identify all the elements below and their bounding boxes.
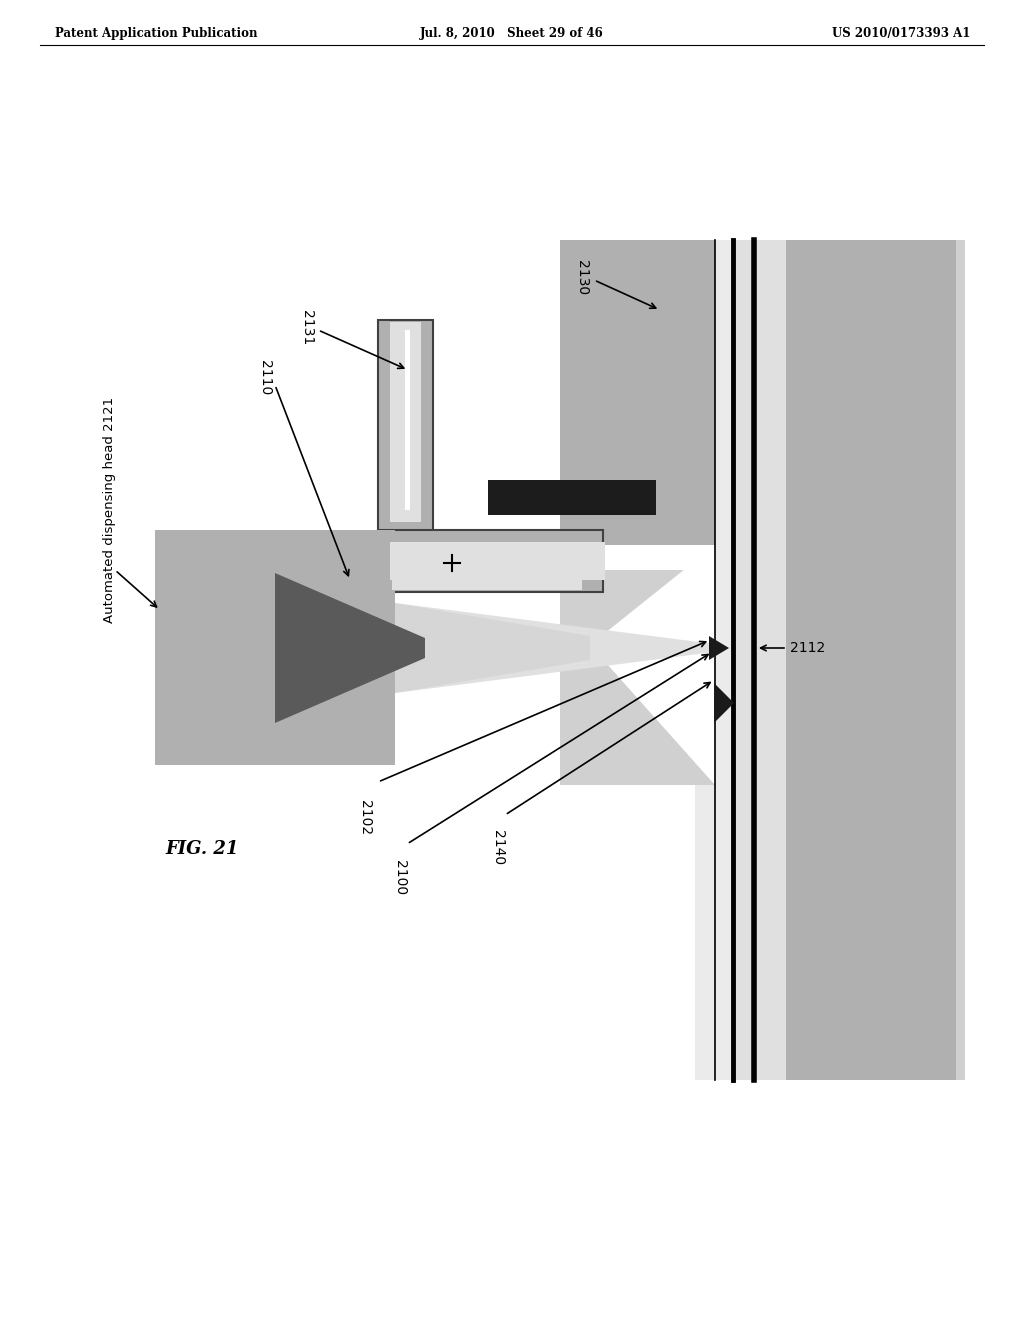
Bar (378, 319, 433, 535)
Bar (392, 333, 419, 521)
Text: 2140: 2140 (490, 830, 505, 865)
Bar (488, 480, 656, 515)
Text: Patent Application Publication: Patent Application Publication (55, 26, 257, 40)
Text: 2112: 2112 (790, 642, 825, 655)
Text: Jul. 8, 2010   Sheet 29 of 46: Jul. 8, 2010 Sheet 29 of 46 (420, 26, 604, 40)
Bar (390, 543, 605, 579)
Bar (155, 531, 395, 766)
Bar (560, 240, 695, 785)
Text: Automated dispensing head 2121: Automated dispensing head 2121 (103, 397, 117, 623)
Text: 2130: 2130 (575, 260, 589, 296)
Polygon shape (275, 573, 425, 723)
Bar (735, 240, 790, 1080)
Bar (560, 545, 715, 570)
Bar (406, 330, 410, 510)
Text: 2131: 2131 (300, 310, 314, 346)
Text: US 2010/0173393 A1: US 2010/0173393 A1 (831, 26, 970, 40)
Text: 2102: 2102 (358, 800, 372, 836)
Text: 2100: 2100 (393, 861, 407, 895)
Bar (378, 531, 603, 591)
Bar (378, 319, 433, 535)
Bar (756, 240, 786, 1080)
Bar (715, 240, 733, 1080)
Bar (568, 240, 714, 480)
Bar (390, 322, 421, 521)
Bar (786, 240, 956, 1080)
Text: FIG. 21: FIG. 21 (165, 840, 239, 858)
Bar (714, 240, 734, 1080)
Bar (560, 240, 715, 545)
Bar (560, 565, 715, 785)
Bar (560, 590, 714, 785)
Polygon shape (395, 603, 590, 693)
Bar (392, 564, 582, 590)
Polygon shape (395, 603, 714, 693)
Bar (695, 240, 715, 1080)
Polygon shape (709, 636, 729, 660)
Bar (734, 240, 754, 1080)
Polygon shape (714, 682, 734, 723)
Bar (378, 531, 598, 590)
Text: 2110: 2110 (258, 360, 272, 395)
Bar (790, 240, 965, 1080)
Polygon shape (590, 545, 715, 785)
Polygon shape (378, 531, 714, 644)
